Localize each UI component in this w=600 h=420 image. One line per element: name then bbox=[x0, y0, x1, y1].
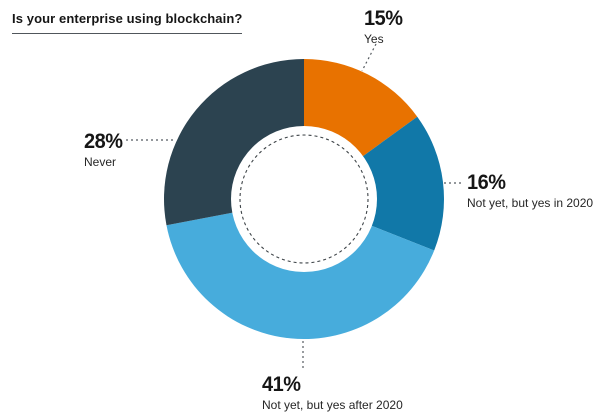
callout-after-2020: 41% Not yet, but yes after 2020 bbox=[262, 374, 403, 412]
callout-yes-label: Yes bbox=[364, 32, 384, 46]
callout-after-2020-percent: 41% bbox=[262, 373, 301, 396]
callout-in-2020-label: Not yet, but yes in 2020 bbox=[467, 196, 594, 210]
callout-never: 28% Never bbox=[84, 131, 125, 169]
inner-dashed-circle bbox=[239, 134, 369, 264]
callout-in-2020-percent: 16% bbox=[467, 171, 506, 194]
callout-yes-percent: 15% bbox=[364, 7, 403, 30]
callout-never-percent: 28% bbox=[84, 130, 123, 153]
donut-hole bbox=[231, 126, 377, 272]
callout-in-2020: 16% Not yet, but yes in 2020 bbox=[467, 172, 593, 210]
chart-title: Is your enterprise using blockchain? bbox=[12, 11, 243, 34]
callout-never-label: Never bbox=[84, 155, 117, 169]
callout-after-2020-label: Not yet, but yes after 2020 bbox=[262, 398, 403, 412]
callout-yes: 15% Yes bbox=[364, 8, 405, 46]
leader-line-yes bbox=[361, 43, 377, 72]
